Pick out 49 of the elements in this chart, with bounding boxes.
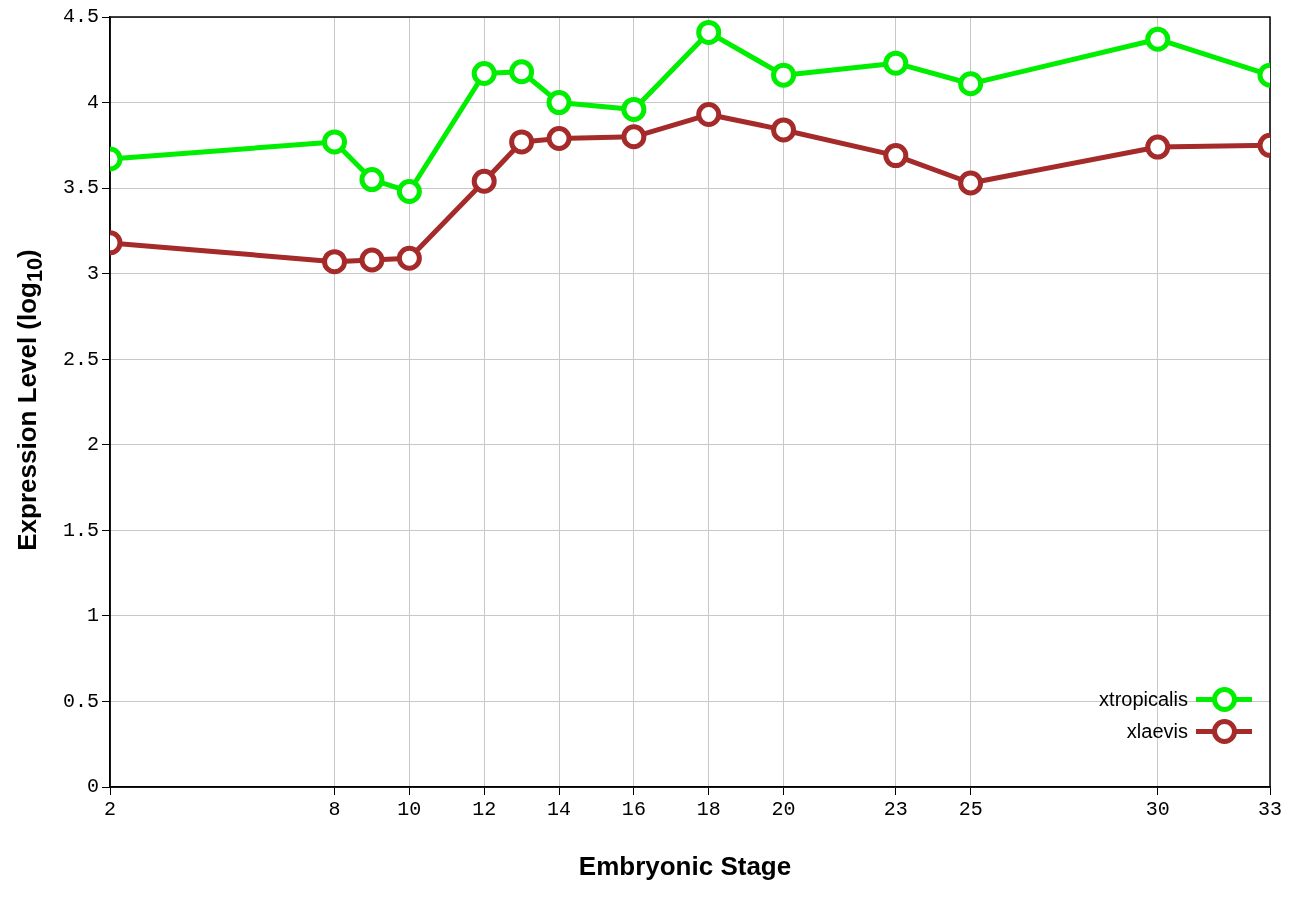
y-tick-label: 0: [86, 775, 100, 799]
x-tick-label: 8: [328, 798, 341, 822]
point: [1145, 134, 1171, 160]
legend-label: xtropicalis: [1099, 687, 1188, 711]
x-tick-label: 12: [472, 798, 497, 822]
y-tick-label: 4: [86, 90, 100, 114]
x-tick-label: 10: [397, 798, 422, 822]
point: [958, 71, 984, 97]
x-tick-label: 20: [771, 798, 796, 822]
y-tick-label: 2.5: [62, 347, 100, 371]
point: [771, 117, 797, 143]
y-tick-label: 1.5: [62, 518, 100, 542]
y-tick-label: 0.5: [62, 689, 100, 713]
x-tick-label: 33: [1257, 798, 1283, 822]
x-tick-label: 23: [883, 798, 908, 822]
legend-label: xlaevis: [1126, 719, 1188, 743]
y-tick-label: 3: [86, 261, 100, 285]
point: [396, 245, 422, 271]
x-tick-label: 25: [958, 798, 983, 822]
point: [771, 62, 797, 88]
point: [396, 179, 422, 205]
y-tick-label: 4.5: [62, 5, 100, 29]
point: [958, 170, 984, 196]
point: [359, 247, 385, 273]
x-tick-label: 18: [696, 798, 721, 822]
x-tick-label: 2: [104, 798, 117, 822]
y-tick-label: 2: [86, 433, 100, 457]
point: [322, 249, 348, 275]
y-tick-label: 3.5: [62, 176, 100, 200]
point: [471, 60, 497, 86]
point: [509, 59, 535, 85]
point: [546, 90, 572, 116]
point: [471, 168, 497, 194]
x-tick-label: 30: [1145, 798, 1170, 822]
point: [509, 129, 535, 155]
x-axis-title: Embryonic Stage: [578, 850, 792, 882]
x-tick-label: 14: [547, 798, 572, 822]
y-tick-label: 1: [86, 604, 100, 628]
point: [359, 167, 385, 193]
point: [322, 129, 348, 155]
point: [621, 96, 647, 122]
point: [696, 19, 722, 45]
point: [1145, 26, 1171, 52]
point: [883, 50, 909, 76]
point: [546, 125, 572, 151]
point: [883, 143, 909, 169]
point: [696, 102, 722, 128]
x-tick-label: 16: [621, 798, 646, 822]
point: [621, 124, 647, 150]
